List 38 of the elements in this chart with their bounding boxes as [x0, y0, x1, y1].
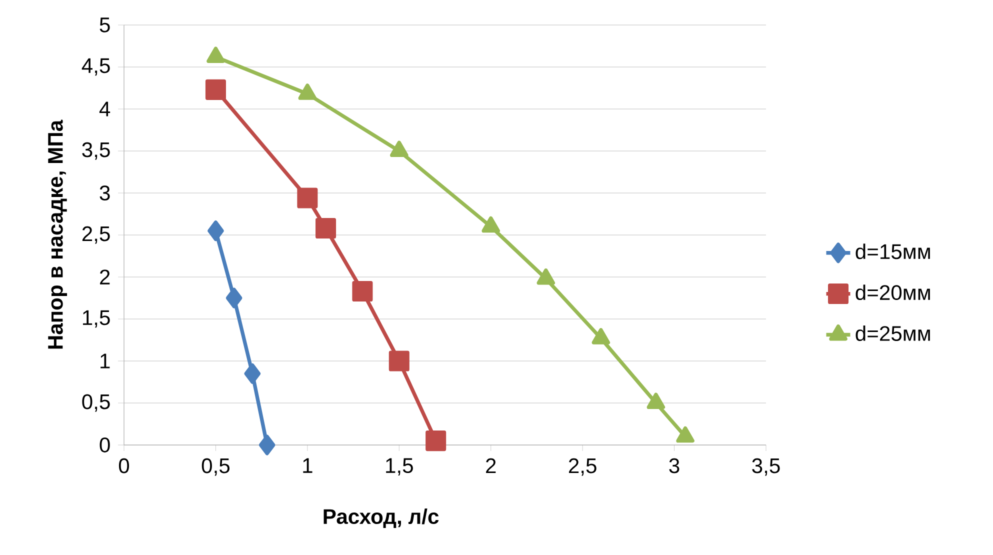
y-tick-label: 4	[99, 102, 110, 116]
x-tick-label: 3,5	[752, 458, 780, 476]
legend-label: d=15мм	[856, 244, 930, 260]
point	[390, 140, 408, 158]
x-tick-label: 2	[486, 458, 496, 474]
point	[482, 216, 500, 233]
point	[297, 188, 318, 208]
y-tick-label: 3	[100, 186, 110, 200]
y-tick-label: 2,5	[82, 226, 110, 244]
point	[352, 281, 373, 302]
y-tick-label: 1	[100, 354, 110, 368]
y-tick-label: 4,5	[82, 58, 110, 76]
point	[205, 79, 226, 100]
y-tick-label: 0	[100, 438, 110, 452]
point	[298, 84, 317, 100]
point	[208, 220, 224, 242]
x-tick-label: 2,5	[568, 458, 596, 476]
x-tick-label: 0	[118, 458, 130, 474]
point	[244, 363, 261, 384]
y-tick-label: 1,5	[82, 310, 110, 328]
y-axis-title: Напор в насадке, МПа	[48, 120, 68, 349]
point	[226, 288, 242, 308]
x-tick-label: 0,5	[202, 458, 230, 476]
y-tick-label: 5	[100, 18, 110, 32]
point	[388, 350, 410, 372]
point	[426, 430, 446, 452]
legend-label: d=20мм	[856, 284, 930, 300]
point	[206, 46, 225, 63]
x-tick-label: 1,5	[386, 458, 413, 476]
y-tick-label: 0,5	[82, 394, 110, 412]
legend-label: d=25мм	[856, 326, 930, 341]
x-axis-title: Расход, л/с	[324, 508, 439, 528]
y-tick-label: 2	[100, 270, 110, 284]
point	[316, 218, 336, 239]
x-tick-label: 3	[669, 458, 680, 474]
x-tick-label: 1	[303, 458, 312, 473]
point	[258, 434, 276, 456]
y-tick-label: 3,5	[82, 142, 110, 160]
